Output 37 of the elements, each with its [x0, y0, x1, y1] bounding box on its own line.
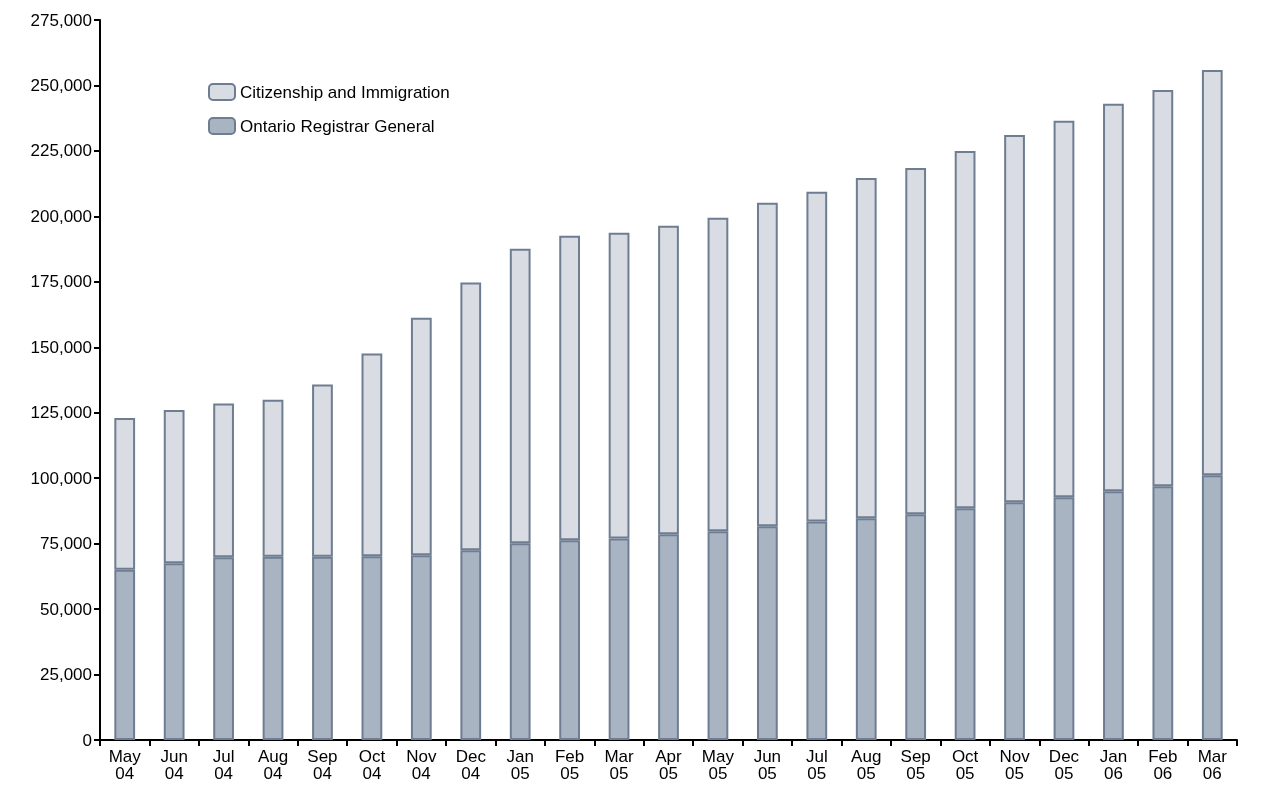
y-tick-label: 75,000	[40, 534, 92, 554]
x-tick-label: Aug 05	[851, 747, 882, 783]
x-tick-label: Jun 04	[160, 747, 188, 783]
x-tick-label: Jul 04	[212, 747, 235, 783]
x-tick-label: Feb 06	[1148, 747, 1178, 783]
x-tick-label: Sep 05	[900, 747, 931, 783]
y-tick-label: 200,000	[30, 206, 92, 226]
x-tick-label: Jan 05	[506, 747, 534, 783]
y-tick-label: 25,000	[40, 665, 92, 685]
y-tick-label: 175,000	[30, 272, 92, 292]
x-tick-label: Oct 05	[951, 747, 979, 783]
x-tick-label: Jan 06	[1099, 747, 1128, 783]
x-tick-label: May 05	[701, 747, 735, 783]
y-tick-label: 125,000	[30, 403, 92, 423]
x-tick-label: Nov 04	[406, 747, 437, 783]
x-tick-label: Feb 05	[554, 747, 585, 783]
x-tick-label: Mar 06	[1197, 747, 1228, 783]
x-tick-label: Aug 04	[257, 747, 289, 783]
x-tick-label: May 04	[108, 747, 142, 783]
x-tick-label: Jun 05	[753, 747, 782, 783]
x-tick-label: Oct 04	[358, 747, 386, 783]
x-tick-label: Dec 04	[455, 747, 487, 783]
x-tick-label: Nov 05	[999, 747, 1031, 783]
x-tick-label: Sep 04	[307, 747, 338, 783]
x-tick-label: Jul 05	[805, 747, 828, 783]
legend-label: Ontario Registrar General	[240, 116, 435, 136]
x-tick-label: Apr 05	[655, 747, 683, 783]
y-tick-label: 0	[82, 730, 92, 750]
y-tick-label: 150,000	[30, 337, 92, 357]
y-tick-label: 225,000	[30, 141, 92, 161]
legend-label: Citizenship and Immigration	[240, 82, 450, 102]
x-tick-label: Mar 05	[604, 747, 635, 783]
y-tick-label: 275,000	[30, 10, 92, 30]
y-tick-label: 100,000	[30, 468, 92, 488]
x-tick-label: Dec 05	[1048, 747, 1080, 783]
y-tick-label: 50,000	[40, 599, 92, 619]
y-tick-label: 250,000	[30, 75, 92, 95]
